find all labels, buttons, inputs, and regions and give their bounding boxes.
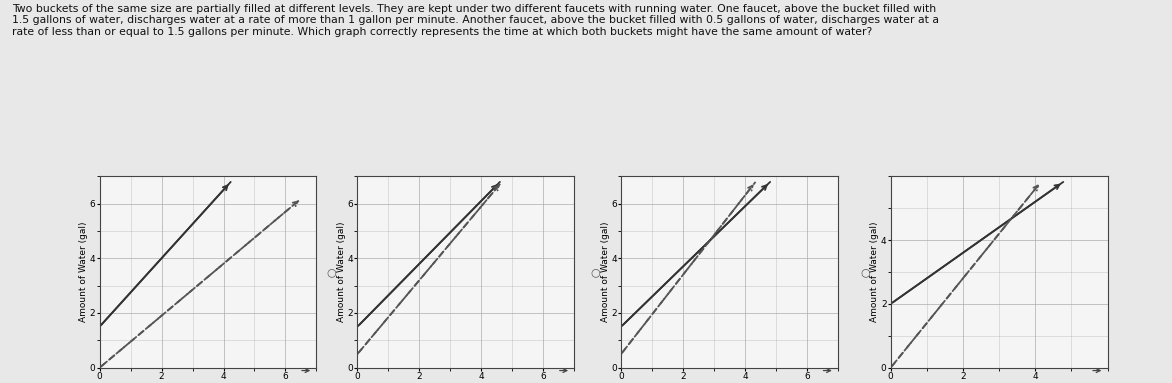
- Y-axis label: Amount of Water (gal): Amount of Water (gal): [338, 222, 346, 322]
- Y-axis label: Amount of Water (gal): Amount of Water (gal): [871, 222, 879, 322]
- Y-axis label: Amount of Water (gal): Amount of Water (gal): [80, 222, 88, 322]
- Text: ○: ○: [591, 267, 600, 277]
- Text: Two buckets of the same size are partially filled at different levels. They are : Two buckets of the same size are partial…: [12, 4, 939, 37]
- Text: ○: ○: [860, 267, 870, 277]
- Text: ○: ○: [327, 267, 336, 277]
- Y-axis label: Amount of Water (gal): Amount of Water (gal): [601, 222, 609, 322]
